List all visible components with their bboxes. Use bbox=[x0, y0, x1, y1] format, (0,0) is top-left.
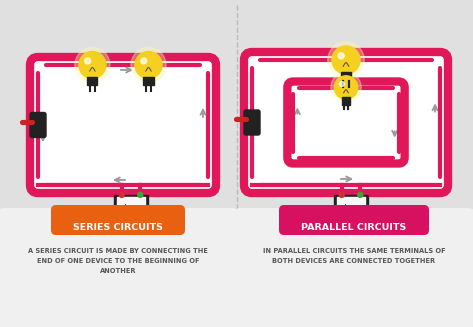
Circle shape bbox=[358, 192, 363, 198]
Text: SERIES CIRCUITS: SERIES CIRCUITS bbox=[73, 223, 163, 232]
FancyBboxPatch shape bbox=[51, 205, 185, 235]
FancyBboxPatch shape bbox=[143, 77, 154, 85]
Text: +: + bbox=[121, 202, 128, 212]
FancyBboxPatch shape bbox=[117, 197, 145, 213]
Circle shape bbox=[332, 46, 360, 74]
FancyBboxPatch shape bbox=[231, 208, 473, 327]
FancyBboxPatch shape bbox=[0, 208, 241, 327]
FancyBboxPatch shape bbox=[114, 195, 148, 215]
Circle shape bbox=[141, 58, 147, 64]
Circle shape bbox=[338, 53, 344, 59]
FancyBboxPatch shape bbox=[342, 97, 350, 105]
FancyBboxPatch shape bbox=[244, 110, 260, 135]
FancyBboxPatch shape bbox=[288, 81, 404, 164]
Circle shape bbox=[79, 51, 106, 78]
FancyBboxPatch shape bbox=[334, 195, 368, 215]
Circle shape bbox=[331, 72, 361, 103]
FancyBboxPatch shape bbox=[341, 72, 351, 81]
FancyBboxPatch shape bbox=[244, 52, 448, 193]
Text: BOTH DEVICES ARE CONNECTED TOGETHER: BOTH DEVICES ARE CONNECTED TOGETHER bbox=[272, 258, 436, 264]
Circle shape bbox=[334, 76, 358, 99]
Text: IN PARALLEL CIRCUITS THE SAME TERMINALS OF: IN PARALLEL CIRCUITS THE SAME TERMINALS … bbox=[263, 248, 445, 254]
FancyBboxPatch shape bbox=[337, 197, 366, 213]
Circle shape bbox=[119, 192, 124, 198]
Text: END OF ONE DEVICE TO THE BEGINNING OF: END OF ONE DEVICE TO THE BEGINNING OF bbox=[37, 258, 199, 264]
Circle shape bbox=[328, 42, 364, 78]
Circle shape bbox=[339, 192, 344, 198]
Text: −: − bbox=[134, 202, 141, 212]
Circle shape bbox=[85, 58, 91, 64]
FancyBboxPatch shape bbox=[30, 57, 216, 193]
Text: ANOTHER: ANOTHER bbox=[100, 268, 136, 274]
Text: A SERIES CIRCUIT IS MADE BY CONNECTING THE: A SERIES CIRCUIT IS MADE BY CONNECTING T… bbox=[28, 248, 208, 254]
Text: PARALLEL CIRCUITS: PARALLEL CIRCUITS bbox=[301, 223, 407, 232]
Circle shape bbox=[75, 47, 110, 82]
Circle shape bbox=[339, 81, 344, 87]
Circle shape bbox=[135, 51, 162, 78]
FancyBboxPatch shape bbox=[30, 112, 46, 137]
Text: −: − bbox=[354, 202, 361, 212]
Text: +: + bbox=[341, 202, 348, 212]
FancyBboxPatch shape bbox=[88, 77, 97, 85]
Circle shape bbox=[138, 192, 143, 198]
FancyBboxPatch shape bbox=[279, 205, 429, 235]
Circle shape bbox=[131, 47, 166, 82]
